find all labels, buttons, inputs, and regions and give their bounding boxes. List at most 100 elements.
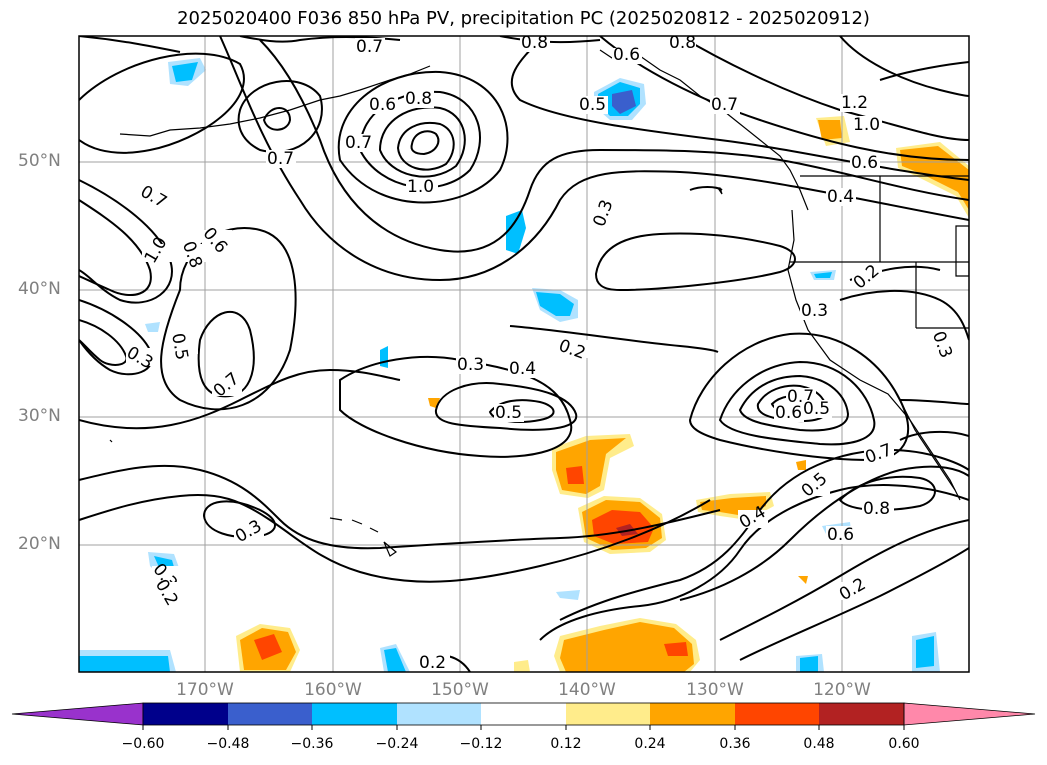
precip-blob xyxy=(384,648,406,672)
contour-label: 1.0 xyxy=(141,234,172,267)
contour-label: 0.7 xyxy=(345,133,372,153)
contour-label: 0.8 xyxy=(405,89,432,109)
pv-contour xyxy=(689,186,723,191)
colorbar xyxy=(11,702,1036,730)
colorbar-bin xyxy=(481,703,566,725)
colorbar-bin xyxy=(566,703,650,725)
precip-blob xyxy=(556,590,580,600)
pv-contours xyxy=(79,36,969,672)
contour-label: 0.4 xyxy=(509,359,536,379)
precip-blob xyxy=(172,62,198,82)
contour-label: 0.3 xyxy=(801,301,828,321)
pv-contour xyxy=(197,310,255,398)
lon-label: 150°W xyxy=(431,680,489,700)
pv-contour xyxy=(262,107,292,131)
pv-contour xyxy=(79,36,181,53)
small-island xyxy=(109,439,113,443)
precip-blob xyxy=(916,636,934,668)
pv-contour xyxy=(337,70,509,204)
pv-contour xyxy=(79,52,245,154)
contour-label: 0.6 xyxy=(613,45,640,65)
contour-label: 0.6 xyxy=(827,525,854,545)
precip-blob xyxy=(506,210,526,254)
contour-label: 1.0 xyxy=(853,115,880,135)
lon-label: 170°W xyxy=(176,680,234,700)
contour-label: 0.2 xyxy=(556,336,588,364)
pv-contour xyxy=(79,199,152,297)
colorbar-tick-label: −0.48 xyxy=(206,736,250,752)
contour-label: 0.3 xyxy=(123,343,156,374)
pv-contour xyxy=(718,360,876,446)
pv-contour xyxy=(599,36,969,161)
lon-label: 120°W xyxy=(813,680,871,700)
pv-contour xyxy=(79,494,711,583)
colorbar-bin xyxy=(819,703,904,725)
contour-label: 0.8 xyxy=(863,499,890,519)
pv-contour xyxy=(434,382,578,431)
chart-title: 2025020400 F036 850 hPa PV, precipitatio… xyxy=(177,8,870,29)
colorbar-outline xyxy=(142,702,905,726)
hawaii-islands xyxy=(329,517,398,557)
map-frame xyxy=(78,35,970,673)
colorbar-tick-label: 0.48 xyxy=(803,736,835,752)
pv-contour xyxy=(79,464,721,550)
pv-contour xyxy=(239,36,401,43)
lat-label: 40°N xyxy=(18,279,61,299)
colorbar-extend-low xyxy=(11,702,144,726)
baja-coast xyxy=(899,399,956,491)
contour-label: 0.7 xyxy=(711,95,738,115)
contour-label: 0.2 xyxy=(850,261,884,294)
pv-contour xyxy=(410,130,440,156)
contour-label: 0.5 xyxy=(167,332,191,362)
pv-contour xyxy=(688,332,910,462)
precip-blob xyxy=(796,460,806,470)
pv-contour xyxy=(739,547,969,661)
pv-contour xyxy=(79,319,128,366)
lon-label: 130°W xyxy=(686,680,744,700)
pv-contour xyxy=(79,368,401,430)
precip-blob xyxy=(818,120,842,140)
pv-contour xyxy=(378,106,466,178)
contour-label: 0.3 xyxy=(457,355,484,375)
pv-contour xyxy=(839,36,969,97)
precip-blob xyxy=(800,656,818,672)
colorbar-tick-label: −0.36 xyxy=(290,736,334,752)
pv-contour xyxy=(839,289,969,341)
contour-label: 0.5 xyxy=(579,95,606,115)
contour-label: 0.7 xyxy=(210,369,244,402)
pv-contour xyxy=(879,61,969,81)
precip-blob xyxy=(560,622,694,672)
lon-label: 160°W xyxy=(304,680,362,700)
colorbar-tick-label: 0.12 xyxy=(550,736,582,752)
state-border xyxy=(955,225,969,277)
pv-contour xyxy=(396,122,455,171)
precip-blob xyxy=(814,272,832,278)
colorbar-tick-label: −0.12 xyxy=(459,736,503,752)
contour-label: 0.8 xyxy=(521,33,548,53)
contour-label: 0.5 xyxy=(798,469,832,502)
colorbar-tick-label: 0.60 xyxy=(888,736,920,752)
pv-contour xyxy=(539,484,969,641)
pv-contour xyxy=(79,179,173,304)
colorbar-bin xyxy=(143,703,228,725)
colorbar-tick-label: 0.36 xyxy=(719,736,751,752)
contour-label: 0.7 xyxy=(356,37,383,57)
contour-label: 0.4 xyxy=(827,187,854,207)
colorbar-extend-high xyxy=(903,702,1036,726)
precip-blob xyxy=(79,656,170,672)
contour-label: 1.0 xyxy=(407,177,434,197)
alaska-coast xyxy=(599,49,809,211)
lat-label: 50°N xyxy=(18,151,61,171)
contour-label: 0.6 xyxy=(775,403,802,423)
colorbar-tick-label: −0.24 xyxy=(375,736,419,752)
precip-blob xyxy=(254,634,282,660)
pv-contour xyxy=(339,355,573,458)
contour-label: 0.3 xyxy=(928,329,956,361)
precip-blob xyxy=(566,466,584,484)
pv-contour xyxy=(259,39,969,253)
pv-contour xyxy=(509,325,719,353)
pv-contour xyxy=(899,430,969,441)
pv-contour xyxy=(219,36,969,282)
colorbar-bin xyxy=(650,703,735,725)
